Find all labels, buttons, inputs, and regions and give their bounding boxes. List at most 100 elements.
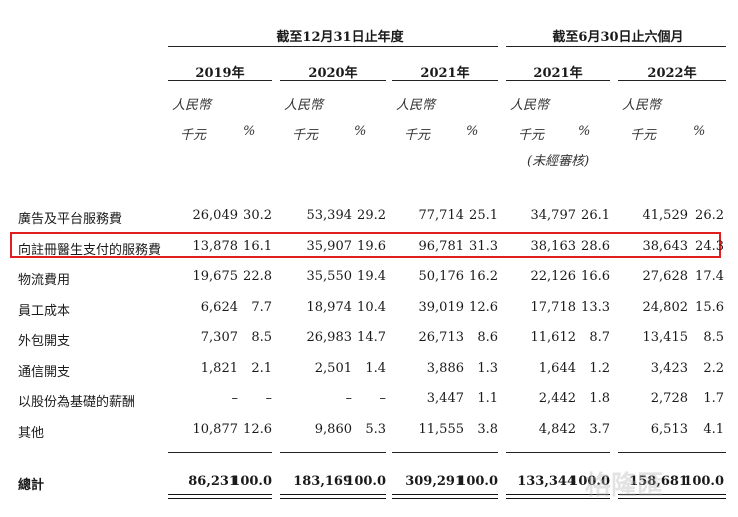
cell-percent: 1.7 <box>703 391 724 406</box>
cell-amount: 38,163 <box>530 238 577 254</box>
year-2020: 2020年 <box>308 66 358 81</box>
cell-percent: 4.1 <box>703 421 724 437</box>
header-year-group-rule <box>168 46 498 47</box>
watermark-logo: 格隆匯 <box>585 471 664 501</box>
cell-percent: 26.1 <box>581 208 610 223</box>
cell-percent: 12.6 <box>243 421 272 437</box>
cell-percent: 28.6 <box>581 238 610 254</box>
row-label: 廣告及平台服務費 <box>18 212 123 227</box>
cell-percent: 8.5 <box>251 330 272 345</box>
cell-percent: 22.8 <box>243 269 272 284</box>
unit-2021: 千元 <box>404 128 431 143</box>
cell-percent: 1.1 <box>477 391 498 406</box>
currency-2021-half: 人民幣 <box>510 98 550 113</box>
row-label: 其他 <box>18 425 45 441</box>
cell-percent: 17.4 <box>695 269 724 284</box>
year-2021: 2021年 <box>420 66 470 81</box>
cell-percent: 16.1 <box>243 238 272 254</box>
cell-percent: 13.3 <box>581 299 610 315</box>
cell-percent: 12.6 <box>469 299 498 315</box>
year-2022-half-rule <box>618 80 726 81</box>
cell-amount: 4,842 <box>538 421 576 437</box>
cell-amount: 2,442 <box>538 391 576 406</box>
total-amount: 86,231 <box>188 474 238 489</box>
header-year-group: 截至12月31日止年度 <box>276 30 404 45</box>
cell-amount: 39,019 <box>418 299 465 315</box>
cell-amount: 35,907 <box>306 238 353 254</box>
unaudited-note: (未經審核) <box>527 154 590 169</box>
cell-amount: 22,126 <box>530 269 577 284</box>
total-double-rule-b3 <box>392 498 498 499</box>
unit-2020: 千元 <box>292 128 319 143</box>
cell-percent: 8.7 <box>589 330 610 345</box>
cell-percent: 29.2 <box>357 208 386 223</box>
currency-2020: 人民幣 <box>284 98 324 113</box>
cell-amount: 6,513 <box>650 421 688 437</box>
total-amount: 133,344 <box>517 474 576 489</box>
total-percent: 100.0 <box>569 474 610 489</box>
cell-amount: 3,447 <box>426 391 464 406</box>
cell-amount: 41,529 <box>642 208 689 223</box>
cell-amount: 77,714 <box>418 208 465 223</box>
total-percent: 100.0 <box>683 474 724 489</box>
year-2021-rule <box>392 80 498 81</box>
cell-amount: 18,974 <box>306 299 353 315</box>
cell-amount: 53,394 <box>306 208 353 223</box>
currency-2022-half: 人民幣 <box>622 98 662 113</box>
cell-percent: 8.5 <box>703 330 724 345</box>
total-percent: 100.0 <box>345 474 386 489</box>
cell-amount: 50,176 <box>418 269 465 284</box>
cell-percent: – <box>379 391 387 406</box>
cell-amount: 26,049 <box>192 208 239 223</box>
cell-amount: 38,643 <box>642 238 689 254</box>
year-2021-half-rule <box>506 80 610 81</box>
total-label: 總計 <box>18 478 45 493</box>
total-top-rule-3 <box>392 452 498 453</box>
cell-amount: – <box>345 391 353 406</box>
total-top-rule-4 <box>506 452 610 453</box>
cell-percent: 14.7 <box>357 330 386 345</box>
pct-2020: % <box>354 124 367 139</box>
row-label: 外包開支 <box>18 334 71 349</box>
cell-amount: 3,886 <box>426 360 464 376</box>
cell-amount: 1,644 <box>538 360 576 376</box>
cell-amount: 1,821 <box>200 360 238 376</box>
cell-percent: 31.3 <box>469 238 498 254</box>
pct-2019: % <box>243 124 256 139</box>
cell-percent: 26.2 <box>695 208 724 223</box>
row-label: 物流費用 <box>18 273 71 288</box>
cell-amount: 35,550 <box>306 269 353 284</box>
year-2022-half: 2022年 <box>647 66 697 81</box>
year-2020-rule <box>280 80 386 81</box>
row-label: 以股份為基礎的薪酬 <box>18 395 136 410</box>
cell-amount: 26,713 <box>418 330 465 345</box>
cell-percent: 24.3 <box>695 238 724 254</box>
cell-percent: 19.4 <box>357 269 386 284</box>
cell-percent: 2.1 <box>251 360 272 376</box>
total-percent: 100.0 <box>457 474 498 489</box>
row-label: 員工成本 <box>18 303 71 319</box>
cell-percent: 30.2 <box>243 208 272 223</box>
cell-amount: 11,612 <box>530 330 577 345</box>
cell-amount: 27,628 <box>642 269 689 284</box>
cell-amount: – <box>231 391 239 406</box>
cell-amount: 13,415 <box>642 330 689 345</box>
total-double-rule-b4 <box>506 498 610 499</box>
cell-amount: 2,501 <box>314 360 352 376</box>
header-half-group: 截至6月30日止六個月 <box>552 30 684 45</box>
cell-amount: 26,983 <box>306 330 353 345</box>
total-top-rule-2 <box>280 452 386 453</box>
total-double-rule-b1 <box>168 498 272 499</box>
cell-percent: 1.3 <box>477 360 498 376</box>
cell-percent: 3.7 <box>589 421 610 437</box>
cell-amount: 7,307 <box>200 330 238 345</box>
total-double-rule-a1 <box>168 494 272 495</box>
total-top-rule-1 <box>168 452 272 453</box>
cell-percent: 16.2 <box>469 269 498 284</box>
currency-2021: 人民幣 <box>396 98 436 113</box>
cell-amount: 24,802 <box>642 299 689 315</box>
cell-amount: 9,860 <box>314 421 352 437</box>
pct-2021-half: % <box>578 124 591 139</box>
year-2019: 2019年 <box>195 66 245 81</box>
cell-percent: 8.6 <box>477 330 498 345</box>
